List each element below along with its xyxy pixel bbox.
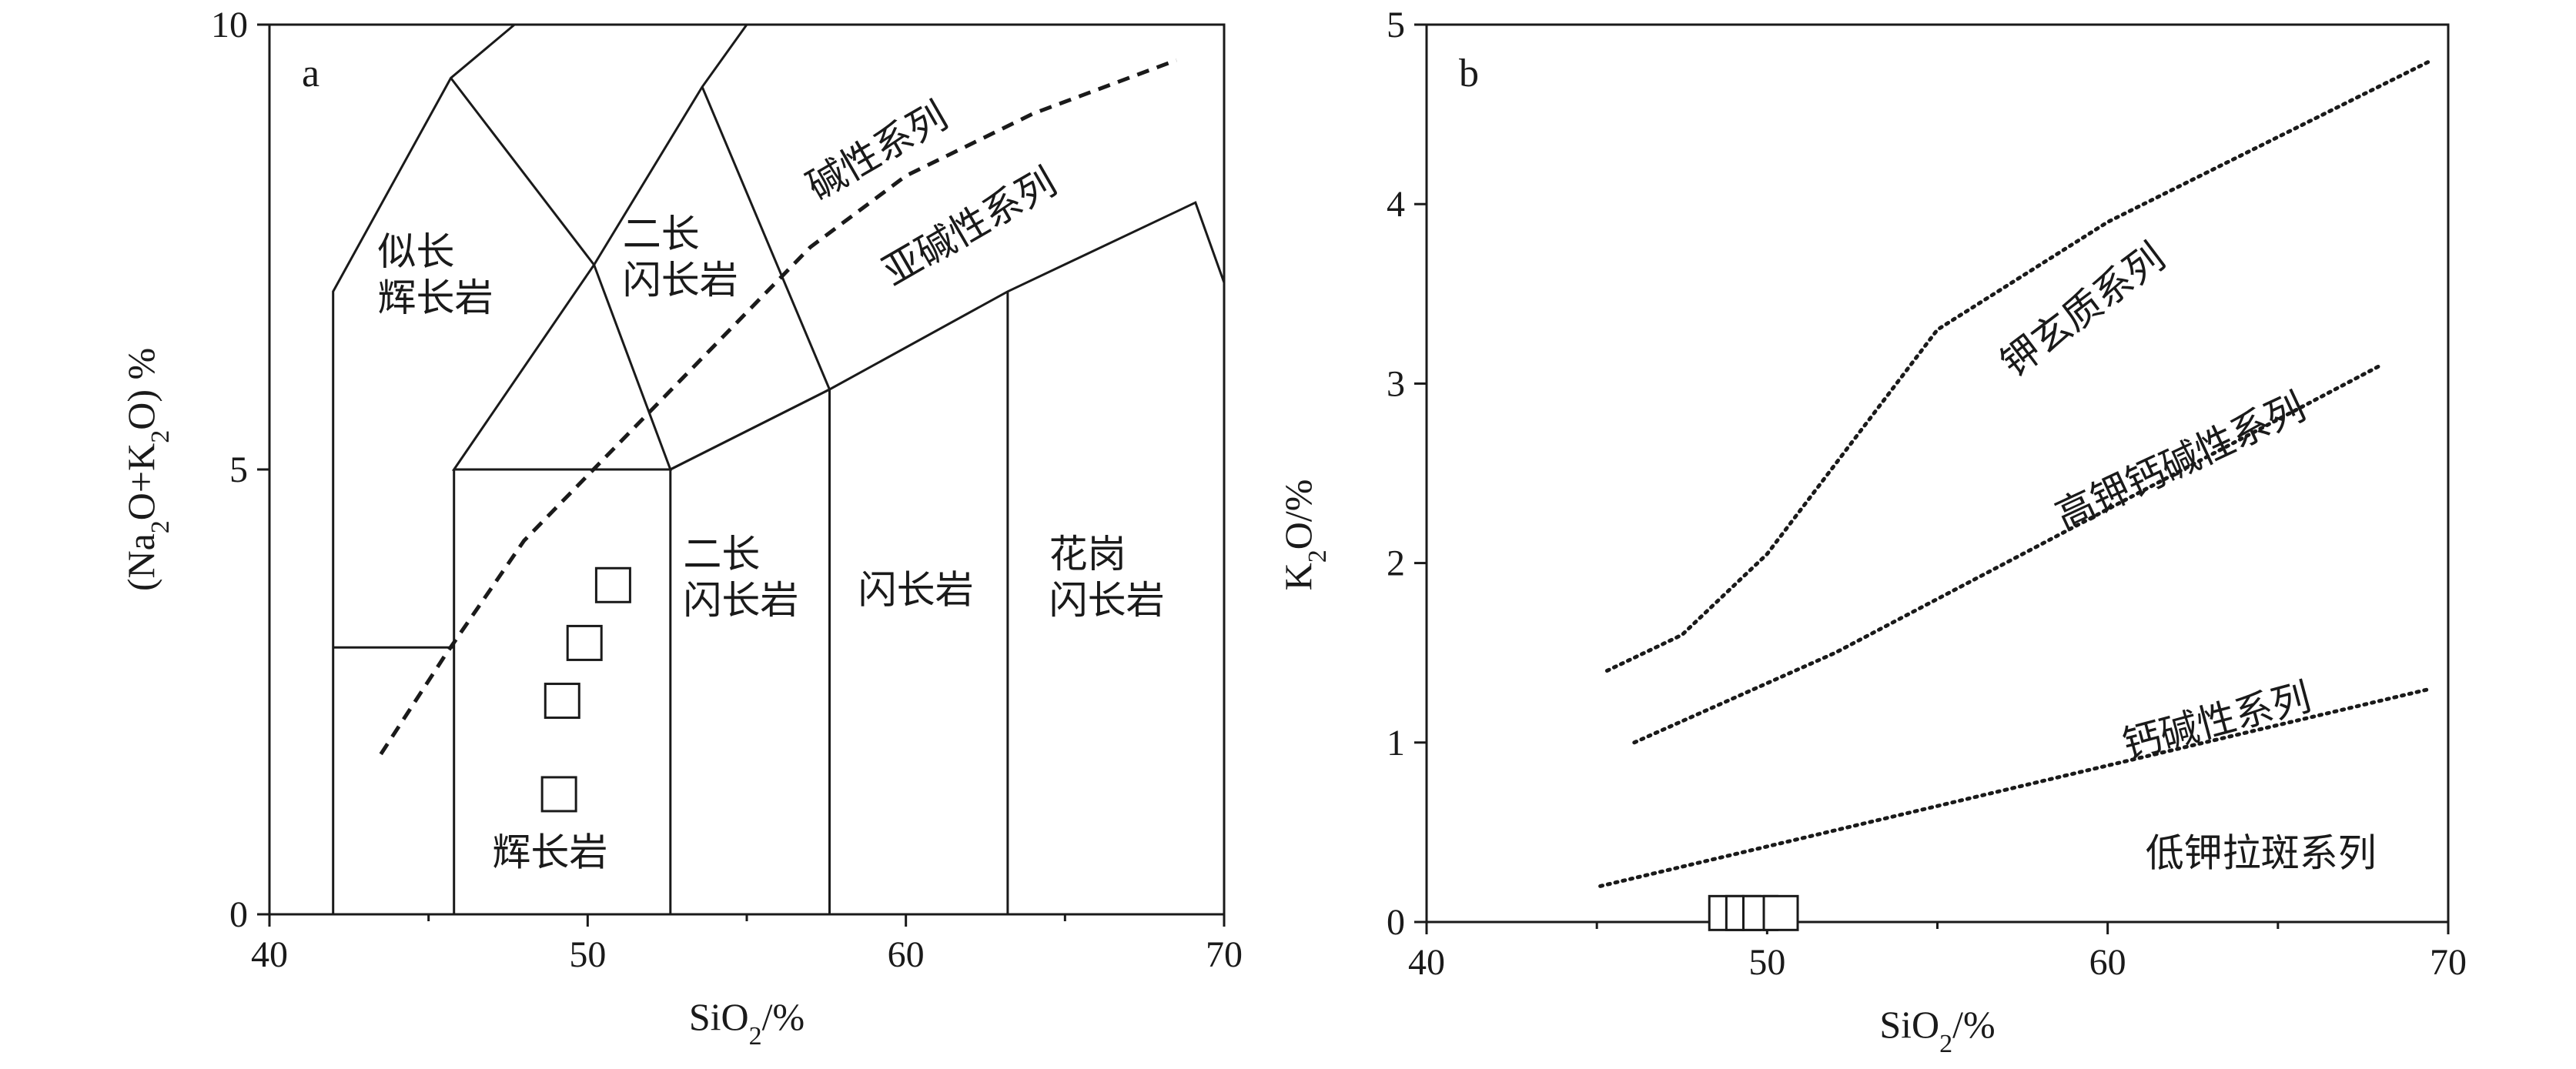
x-tick-label: 40 [1408,942,1445,983]
x-tick-label: 50 [569,934,606,975]
data-point [566,624,603,661]
field-label: 钙碱性系列 [2118,674,2315,767]
x-tick-label: 40 [251,934,288,975]
panel-label: b [1459,52,1479,95]
field-label: 辉长岩 [492,830,607,874]
y-axis-label: K2O/% [1276,479,1332,591]
plot-frame [268,23,1226,916]
plot-frame [1425,23,2450,924]
x-axis-label: SiO2/% [689,995,805,1051]
y-tick-label: 3 [1387,363,1405,404]
field-label: 钾玄质系列 [1992,235,2173,386]
field-label: 辉长岩 [378,276,493,320]
data-point [594,566,631,603]
field-label: 二长 [623,212,700,256]
y-tick-label: 10 [211,5,248,45]
x-tick-label: 60 [2089,942,2126,983]
y-tick-label: 0 [229,894,248,935]
series-boundary-line [1604,58,2434,673]
y-tick-label: 1 [1387,723,1405,763]
data-point [544,683,580,720]
series-label: 碱性系列 [799,93,955,209]
field-label: 闪长岩 [683,578,798,623]
data-point [540,776,577,813]
x-tick-label: 60 [888,934,925,975]
x-axis-label: SiO2/% [1879,1003,1995,1058]
field-label: 闪长岩 [858,567,974,612]
field-label: 高钾钙碱性系列 [2049,384,2312,538]
panel-label: a [302,52,319,95]
data-point [1762,894,1799,931]
y-tick-label: 4 [1387,184,1405,225]
series-label: 亚碱性系列 [875,159,1064,294]
y-tick-label: 5 [229,449,248,490]
x-tick-label: 70 [1206,934,1243,975]
series-boundary-line [1598,686,2434,888]
field-label: 闪长岩 [623,258,738,302]
y-tick-label: 0 [1387,902,1405,943]
x-tick-label: 70 [2430,942,2467,983]
field-boundary [450,24,748,267]
field-boundary [332,23,516,914]
y-axis-label: (Na2O+K2O) % [119,348,175,591]
field-label: 二长 [683,532,760,576]
field-label: 低钾拉斑系列 [2146,831,2377,876]
panel-b: 40 50 60 70 0 1 2 3 4 5 SiO2/% K2O/% b 钾玄质系列高钾钙碱性系列钙碱… [1276,5,2467,1058]
field-label: 花岗 [1049,532,1126,576]
x-tick-label: 50 [1748,942,1785,983]
field-label: 闪长岩 [1049,578,1165,623]
series-boundary-line [1632,363,2382,745]
field-label: 似长 [378,229,455,274]
alkaline-subalkaline-divide [379,58,1177,756]
field-boundary [451,264,672,471]
y-tick-label: 2 [1387,543,1405,584]
y-tick-label: 5 [1387,5,1405,45]
